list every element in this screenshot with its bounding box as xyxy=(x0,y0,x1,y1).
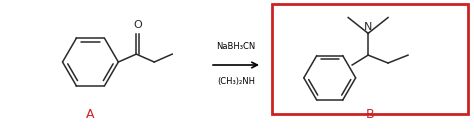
Text: N: N xyxy=(364,22,372,32)
Text: B: B xyxy=(366,108,374,121)
Text: NaBH₃CN: NaBH₃CN xyxy=(216,42,255,51)
Text: (CH₃)₂NH: (CH₃)₂NH xyxy=(217,77,255,86)
Text: A: A xyxy=(86,108,95,121)
Text: O: O xyxy=(133,20,142,30)
Bar xyxy=(272,4,468,114)
